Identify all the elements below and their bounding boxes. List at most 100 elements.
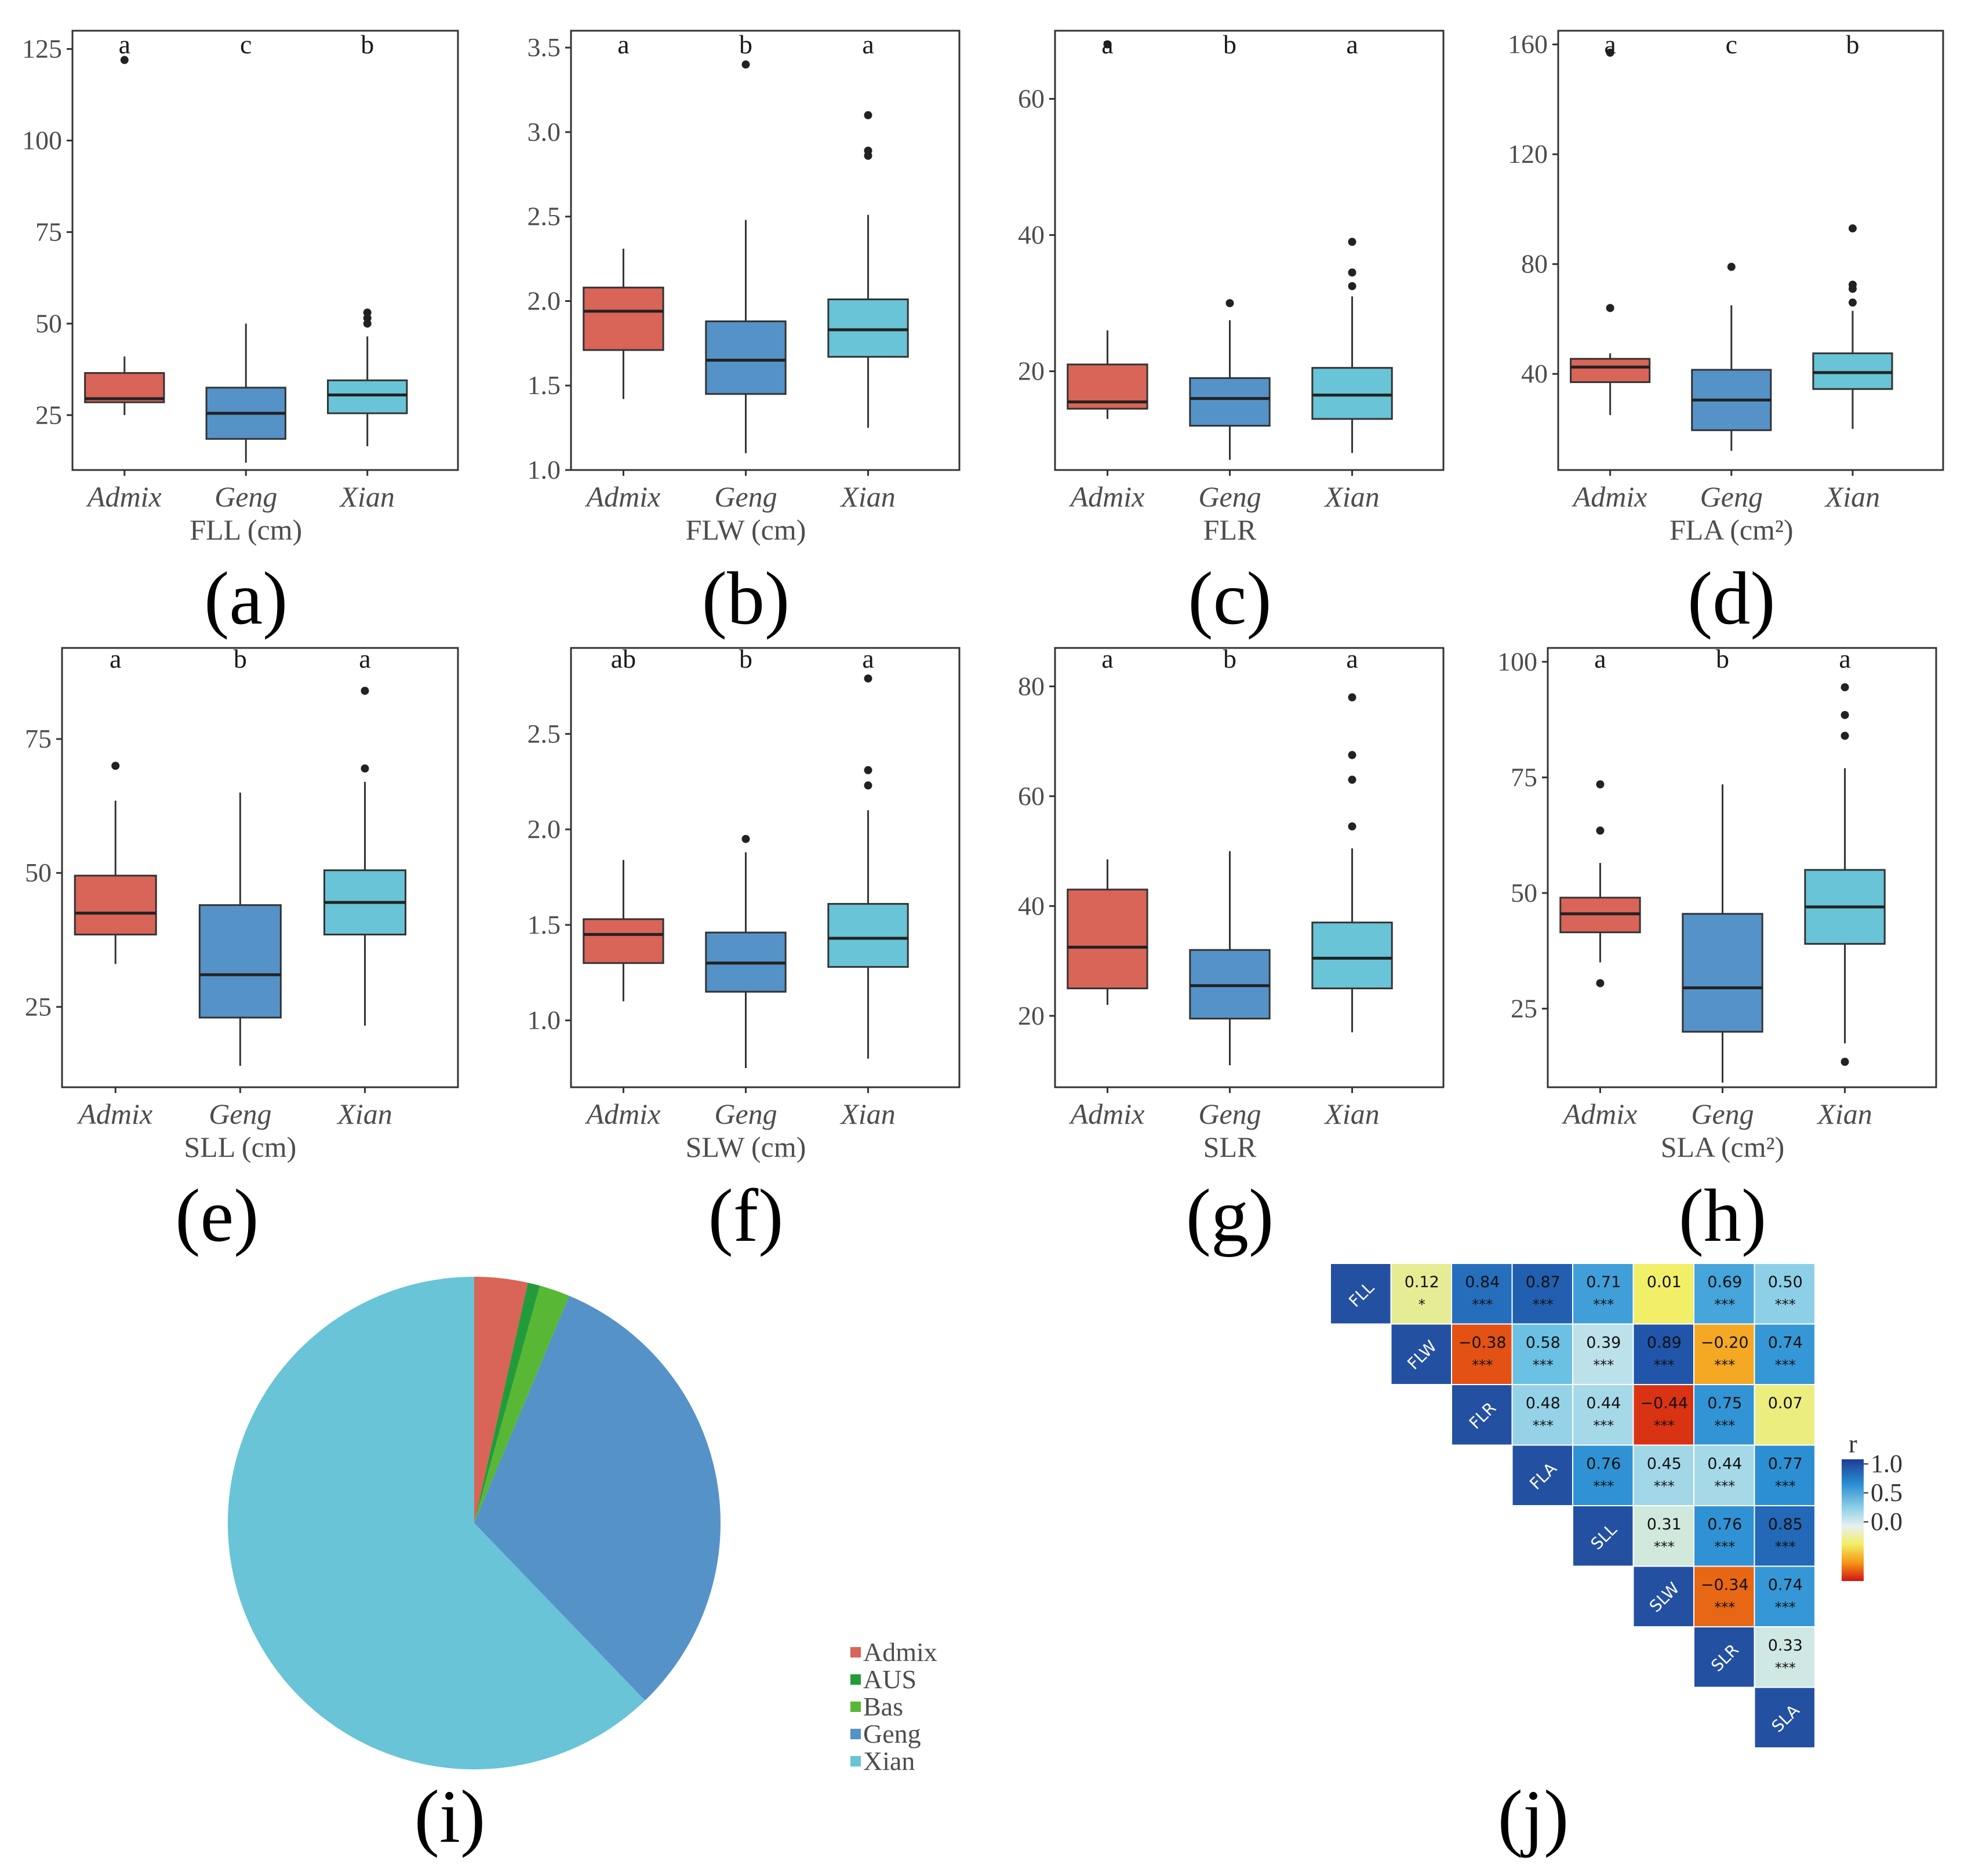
box-geng	[705, 320, 787, 395]
correlation-value: 0.71	[1586, 1273, 1621, 1291]
significance-stars: ***	[1533, 1296, 1554, 1313]
significance-stars: ***	[1593, 1296, 1614, 1313]
panel-label: (f)	[708, 1174, 784, 1258]
panel-label: (g)	[1186, 1174, 1274, 1258]
correlation-value: 0.01	[1647, 1273, 1682, 1291]
outlier-point	[741, 60, 750, 69]
diagonal-cell	[1694, 1627, 1754, 1687]
category-label: Geng	[209, 1098, 271, 1130]
diagonal-cell	[1391, 1324, 1451, 1384]
correlation-value: 0.58	[1526, 1334, 1561, 1352]
significance-letter: a	[1839, 644, 1850, 673]
significance-letter: b	[739, 30, 752, 59]
category-label: Geng	[214, 480, 277, 513]
category-label: Admix	[86, 480, 162, 513]
y-tick-label: 40	[1521, 359, 1548, 388]
correlation-cell	[1573, 1264, 1633, 1324]
plot-frame	[570, 30, 961, 471]
significance-stars: ***	[1714, 1296, 1735, 1313]
correlation-cell	[1512, 1385, 1572, 1445]
significance-letter: a	[1604, 30, 1616, 59]
significance-stars: ***	[1593, 1357, 1614, 1374]
significance-letter: a	[110, 644, 121, 673]
panel-label: (h)	[1679, 1174, 1767, 1258]
legend-label: Geng	[863, 1719, 921, 1748]
significance-letter: b	[234, 644, 247, 673]
y-tick-label: 3.0	[528, 117, 561, 147]
significance-stars: ***	[1654, 1539, 1675, 1555]
diagonal-cell	[1755, 1688, 1814, 1747]
outlier-point	[864, 111, 872, 119]
colorbar-title: r	[1849, 1430, 1857, 1458]
significance-letter: a	[862, 644, 874, 673]
box-geng	[1189, 377, 1271, 427]
box-xian	[1311, 367, 1393, 420]
legend-swatch	[850, 1702, 861, 1712]
outlier-point	[1348, 822, 1356, 830]
boxplot-3: 20 40 60 Admix a Geng b Xian a FLR (c)	[1018, 30, 1445, 640]
y-tick-label: 1.5	[528, 910, 561, 939]
y-tick-label: 50	[25, 858, 52, 887]
x-axis-label: FLA (cm²)	[1669, 513, 1794, 546]
x-axis-label: FLR	[1203, 513, 1257, 546]
diagonal-cell	[1634, 1567, 1693, 1626]
boxplot-7: 20 40 60 80 Admix a Geng b Xian a SLR (g)	[1018, 644, 1445, 1258]
correlation-cell	[1634, 1385, 1693, 1445]
x-axis-label: SLA (cm²)	[1661, 1131, 1785, 1163]
significance-letter: a	[617, 30, 629, 59]
plot-frame	[71, 30, 459, 471]
panel-label: (e)	[175, 1174, 259, 1258]
significance-stars: ***	[1533, 1418, 1554, 1434]
legend-label: AUS	[863, 1664, 916, 1694]
correlation-value: 0.07	[1768, 1394, 1803, 1412]
significance-letter: c	[1726, 30, 1737, 59]
significance-stars: ***	[1775, 1357, 1796, 1374]
box-admix	[583, 286, 664, 351]
panel-label: (a)	[204, 557, 288, 640]
x-axis-label: SLW (cm)	[686, 1131, 806, 1163]
diagonal-cell	[1331, 1264, 1391, 1324]
y-tick-label: 20	[1018, 356, 1045, 386]
correlation-cell	[1452, 1324, 1512, 1384]
correlation-value: 0.31	[1647, 1516, 1682, 1533]
correlation-cell	[1694, 1567, 1754, 1626]
colorbar-tick-label: 0.5	[1871, 1478, 1903, 1507]
plot-frame	[1054, 647, 1445, 1088]
pie-slice-geng	[474, 1295, 721, 1701]
y-tick-label: 25	[35, 400, 62, 429]
outlier-point	[864, 674, 872, 683]
significance-letter: a	[862, 30, 874, 59]
significance-letter: a	[1101, 644, 1113, 673]
correlation-value: 0.74	[1768, 1334, 1803, 1352]
y-tick-label: 125	[22, 34, 62, 64]
significance-stars: ***	[1714, 1357, 1735, 1374]
boxplot-4: 40 80 120 160 Admix a Geng c Xian b FLA (cm²) (d)	[1508, 30, 1944, 640]
outlier-point	[1103, 40, 1112, 49]
outlier-point	[1348, 268, 1356, 277]
category-label: Admix	[1562, 1098, 1638, 1130]
outlier-point	[1225, 299, 1234, 308]
y-tick-label: 1.0	[528, 455, 561, 485]
correlation-value: 0.77	[1768, 1455, 1803, 1473]
correlation-value: 0.33	[1768, 1637, 1803, 1655]
y-tick-label: 160	[1508, 30, 1548, 59]
box-admix	[1570, 358, 1651, 383]
significance-stars: ***	[1775, 1660, 1796, 1676]
correlation-cell	[1694, 1324, 1754, 1384]
outlier-point	[363, 308, 372, 317]
y-tick-label: 1.0	[528, 1006, 561, 1035]
boxplot-5: 25 50 75 Admix a Geng b Xian a SLL (cm) (e)	[25, 644, 459, 1258]
category-label: Xian	[1824, 480, 1880, 513]
significance-letter: b	[739, 644, 752, 673]
diagonal-cell	[1512, 1445, 1572, 1505]
category-label: Admix	[77, 1098, 152, 1130]
legend-label: Xian	[863, 1746, 915, 1776]
category-label: Xian	[1323, 480, 1379, 513]
category-label: Admix	[1069, 480, 1145, 513]
x-axis-label: SLL (cm)	[184, 1131, 296, 1163]
outlier-point	[111, 762, 120, 770]
correlation-cell	[1694, 1385, 1754, 1445]
y-tick-label: 3.5	[528, 32, 561, 62]
category-label: Xian	[839, 1098, 895, 1130]
correlation-cell	[1512, 1324, 1572, 1384]
